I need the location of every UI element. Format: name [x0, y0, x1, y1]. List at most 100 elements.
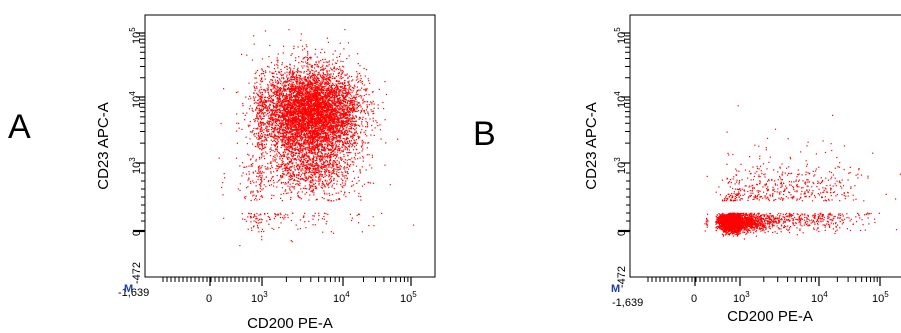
- scatter-point: [357, 73, 359, 75]
- scatter-point: [290, 123, 292, 125]
- scatter-point: [281, 143, 283, 145]
- scatter-point: [316, 115, 319, 117]
- scatter-point: [298, 99, 300, 101]
- scatter-point: [324, 94, 326, 96]
- scatter-point: [275, 85, 277, 87]
- scatter-point: [284, 121, 286, 123]
- scatter-point: [311, 117, 313, 119]
- scatter-point: [273, 107, 275, 109]
- scatter-point: [289, 117, 291, 119]
- scatter-point: [314, 93, 316, 95]
- scatter-point: [331, 77, 333, 80]
- scatter-point: [276, 147, 278, 149]
- scatter-point: [313, 124, 315, 126]
- scatter-point: [287, 94, 289, 96]
- scatter-point: [287, 110, 289, 112]
- scatter-point: [272, 81, 274, 83]
- scatter-point: [289, 105, 291, 107]
- scatter-point: [330, 73, 332, 75]
- scatter-point: [277, 81, 279, 83]
- scatter-point: [267, 65, 269, 67]
- scatter-point: [321, 128, 323, 130]
- scatter-point: [325, 82, 327, 84]
- scatter-point: [357, 93, 359, 95]
- scatter-point: [338, 89, 340, 91]
- scatter-point: [362, 148, 364, 150]
- scatter-point: [307, 103, 309, 105]
- scatter-point: [273, 105, 275, 107]
- scatter-point: [303, 123, 306, 126]
- scatter-point: [343, 92, 345, 94]
- scatter-point: [301, 77, 303, 79]
- scatter-point: [263, 140, 265, 142]
- scatter-point: [347, 107, 349, 109]
- scatter-point: [322, 73, 325, 75]
- scatter-point: [258, 90, 260, 92]
- scatter-point: [305, 152, 308, 154]
- scatter-point: [303, 84, 305, 86]
- scatter-point: [280, 77, 283, 79]
- scatter-point: [366, 107, 368, 109]
- scatter-point: [268, 87, 270, 89]
- scatter-point: [331, 135, 333, 137]
- scatter-point: [332, 82, 334, 84]
- scatter-point: [366, 126, 368, 128]
- scatter-point: [331, 133, 333, 135]
- scatter-point: [342, 83, 344, 86]
- scatter-point: [291, 133, 293, 135]
- scatter-point: [337, 73, 339, 75]
- scatter-point: [274, 90, 277, 93]
- scatter-point: [285, 98, 288, 100]
- scatter-point: [310, 95, 312, 97]
- scatter-point: [310, 86, 312, 88]
- scatter-point: [279, 102, 281, 104]
- scatter-point: [262, 105, 264, 107]
- scatter-point: [313, 117, 315, 119]
- scatter-point: [331, 104, 333, 106]
- scatter-point: [343, 155, 345, 158]
- scatter-point: [311, 135, 313, 137]
- scatter-point: [336, 113, 338, 116]
- scatter-point: [291, 124, 293, 126]
- scatter-point: [326, 108, 328, 110]
- scatter-point: [260, 86, 262, 88]
- scatter-point: [335, 103, 337, 105]
- scatter-point: [356, 71, 358, 73]
- scatter-point: [285, 96, 287, 98]
- scatter-point: [300, 113, 302, 115]
- scatter-point: [323, 98, 325, 100]
- scatter-point: [325, 148, 327, 150]
- scatter-point: [322, 80, 324, 82]
- scatter-point: [261, 77, 263, 79]
- scatter-point: [321, 106, 323, 108]
- scatter-point: [297, 155, 299, 157]
- scatter-point: [291, 76, 293, 79]
- scatter-point: [300, 101, 303, 103]
- scatter-point: [324, 95, 326, 97]
- scatter-point: [328, 143, 330, 145]
- scatter-point: [316, 113, 319, 115]
- scatter-point: [296, 69, 298, 71]
- scatter-point: [303, 121, 305, 123]
- scatter-point: [257, 112, 259, 114]
- scatter-point: [312, 93, 314, 95]
- scatter-point: [317, 81, 319, 83]
- scatter-point: [365, 69, 368, 71]
- scatter-point: [299, 75, 301, 77]
- scatter-point: [297, 97, 299, 99]
- scatter-point: [282, 112, 284, 114]
- scatter-point: [326, 104, 329, 106]
- scatter-point: [296, 117, 298, 120]
- scatter-point: [337, 111, 339, 113]
- scatter-point: [276, 109, 279, 111]
- scatter-point: [273, 99, 275, 101]
- scatter-point: [311, 101, 313, 103]
- scatter-point: [309, 92, 311, 94]
- scatter-point: [369, 101, 371, 103]
- scatter-point: [278, 137, 281, 139]
- scatter-point: [298, 92, 300, 94]
- scatter-point: [294, 78, 296, 80]
- scatter-point: [367, 78, 369, 80]
- scatter-point: [271, 79, 274, 82]
- scatter-point: [344, 124, 346, 126]
